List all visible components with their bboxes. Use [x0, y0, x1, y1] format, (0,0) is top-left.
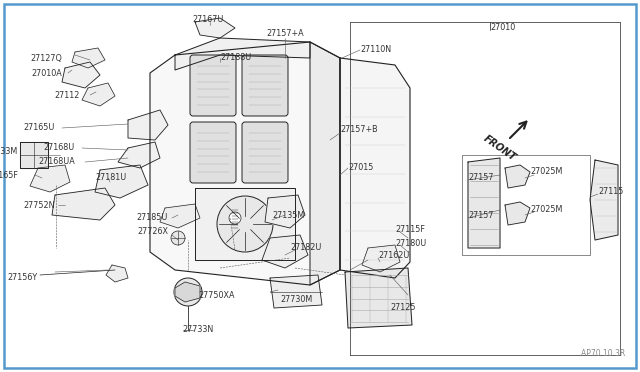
Circle shape	[217, 196, 273, 252]
Polygon shape	[20, 142, 48, 168]
Circle shape	[229, 212, 241, 224]
Text: 27180U: 27180U	[395, 240, 426, 248]
Polygon shape	[82, 83, 115, 106]
Polygon shape	[150, 42, 340, 285]
Text: 27135M: 27135M	[272, 212, 304, 221]
Polygon shape	[270, 275, 322, 308]
Polygon shape	[62, 62, 100, 88]
Text: 27125: 27125	[390, 304, 415, 312]
Polygon shape	[590, 160, 618, 240]
Text: 27157+A: 27157+A	[266, 29, 304, 38]
Text: 27115: 27115	[598, 187, 623, 196]
FancyBboxPatch shape	[190, 55, 236, 116]
Text: 27181U: 27181U	[95, 173, 126, 183]
Circle shape	[171, 231, 185, 245]
Text: AP70 10 3R: AP70 10 3R	[580, 349, 625, 358]
Polygon shape	[52, 188, 115, 220]
Polygon shape	[265, 195, 305, 228]
Polygon shape	[262, 235, 308, 268]
Text: 27730M: 27730M	[280, 295, 312, 305]
Text: 27157: 27157	[468, 211, 493, 219]
Text: 27010: 27010	[490, 23, 515, 32]
Polygon shape	[310, 42, 340, 285]
Text: 27025M: 27025M	[530, 167, 563, 176]
Polygon shape	[175, 38, 310, 70]
Text: 27127Q: 27127Q	[30, 54, 62, 62]
Polygon shape	[160, 204, 200, 228]
Text: 27115F: 27115F	[395, 225, 425, 234]
FancyBboxPatch shape	[242, 55, 288, 116]
Text: 27168U: 27168U	[44, 144, 75, 153]
Text: 27112: 27112	[54, 90, 80, 99]
Text: 27165F: 27165F	[0, 170, 18, 180]
Text: 27733M: 27733M	[0, 148, 18, 157]
Polygon shape	[128, 110, 168, 140]
Text: 27167U: 27167U	[192, 16, 224, 25]
Polygon shape	[175, 282, 200, 302]
Text: 27168UA: 27168UA	[38, 157, 75, 167]
Polygon shape	[72, 48, 105, 68]
FancyBboxPatch shape	[190, 122, 236, 183]
Text: 27156Y: 27156Y	[8, 273, 38, 282]
Text: 27162U: 27162U	[378, 251, 410, 260]
Polygon shape	[345, 268, 412, 328]
Text: 27157+B: 27157+B	[340, 125, 378, 135]
Text: FRONT: FRONT	[482, 133, 518, 163]
Text: 27157: 27157	[468, 173, 493, 183]
Circle shape	[174, 278, 202, 306]
Polygon shape	[195, 188, 295, 260]
Polygon shape	[505, 202, 530, 225]
Text: 27025M: 27025M	[530, 205, 563, 215]
Text: 27165U: 27165U	[24, 124, 55, 132]
Text: 27015: 27015	[348, 164, 373, 173]
Text: 27010A: 27010A	[31, 68, 62, 77]
Text: 27188U: 27188U	[220, 52, 252, 61]
Text: 27750XA: 27750XA	[198, 291, 234, 299]
Polygon shape	[362, 245, 400, 272]
Text: 27110N: 27110N	[360, 45, 391, 55]
Polygon shape	[468, 158, 500, 248]
Polygon shape	[30, 165, 70, 192]
Text: 27185U: 27185U	[136, 214, 168, 222]
Text: 27752N: 27752N	[24, 201, 55, 209]
Text: 27182U: 27182U	[290, 244, 321, 253]
Polygon shape	[106, 265, 128, 282]
Polygon shape	[118, 142, 160, 168]
Text: 27733N: 27733N	[182, 326, 214, 334]
Polygon shape	[340, 58, 410, 278]
Text: 27726X: 27726X	[137, 228, 168, 237]
Polygon shape	[505, 165, 530, 188]
FancyBboxPatch shape	[242, 122, 288, 183]
Polygon shape	[195, 18, 235, 38]
Polygon shape	[95, 165, 148, 198]
